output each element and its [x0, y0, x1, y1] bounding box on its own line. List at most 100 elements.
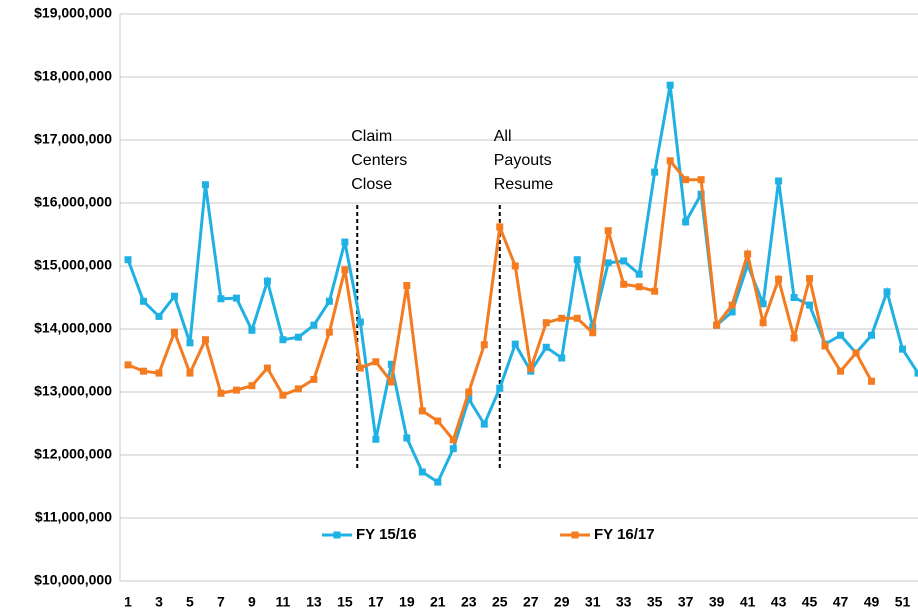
y-tick-label: $16,000,000: [34, 194, 112, 210]
marker: [914, 369, 918, 377]
marker: [868, 331, 876, 339]
marker: [418, 468, 426, 476]
marker: [294, 385, 302, 393]
marker: [387, 360, 395, 368]
annotation: Payouts: [494, 152, 552, 169]
y-tick-label: $13,000,000: [34, 383, 112, 399]
x-tick-label: 49: [864, 594, 880, 610]
marker: [558, 314, 566, 322]
legend-marker: [333, 531, 341, 539]
x-tick-label: 31: [585, 594, 601, 610]
marker: [511, 340, 519, 348]
x-tick-label: 19: [399, 594, 415, 610]
marker: [759, 319, 767, 327]
marker: [170, 328, 178, 336]
y-tick-label: $15,000,000: [34, 257, 112, 273]
x-tick-label: 15: [337, 594, 353, 610]
marker: [759, 300, 767, 308]
marker: [325, 297, 333, 305]
marker: [387, 378, 395, 386]
annotation: Close: [351, 176, 392, 193]
y-tick-label: $19,000,000: [34, 5, 112, 21]
y-tick-label: $18,000,000: [34, 68, 112, 84]
x-tick-label: 9: [248, 594, 256, 610]
x-tick-label: 27: [523, 594, 539, 610]
marker: [310, 321, 318, 329]
marker: [589, 329, 597, 337]
marker: [248, 382, 256, 390]
marker: [697, 176, 705, 184]
series-line: [126, 84, 918, 485]
marker: [217, 389, 225, 397]
marker: [744, 261, 752, 269]
marker: [558, 354, 566, 362]
marker: [635, 270, 643, 278]
x-tick-label: 41: [740, 594, 756, 610]
marker: [806, 301, 814, 309]
marker: [263, 364, 271, 372]
marker: [356, 318, 364, 326]
marker: [356, 364, 364, 372]
marker: [511, 262, 519, 270]
annotation: Resume: [494, 176, 554, 193]
marker: [170, 292, 178, 300]
marker: [883, 288, 891, 296]
marker: [248, 326, 256, 334]
marker: [542, 343, 550, 351]
y-tick-label: $10,000,000: [34, 572, 112, 588]
marker: [806, 275, 814, 283]
marker: [434, 417, 442, 425]
marker: [837, 331, 845, 339]
marker: [682, 218, 690, 226]
marker: [201, 181, 209, 189]
marker: [496, 223, 504, 231]
x-tick-label: 35: [647, 594, 663, 610]
marker: [542, 319, 550, 327]
marker: [124, 256, 132, 264]
x-tick-label: 3: [155, 594, 163, 610]
x-tick-label: 25: [492, 594, 508, 610]
legend-label: FY 15/16: [356, 526, 417, 543]
marker: [620, 257, 628, 265]
marker: [496, 384, 504, 392]
x-tick-label: 21: [430, 594, 446, 610]
marker: [775, 275, 783, 283]
marker: [155, 312, 163, 320]
marker: [899, 345, 907, 353]
marker: [139, 297, 147, 305]
x-tick-label: 43: [771, 594, 787, 610]
marker: [279, 336, 287, 344]
marker: [372, 435, 380, 443]
marker: [310, 375, 318, 383]
marker: [682, 176, 690, 184]
x-tick-label: 45: [802, 594, 818, 610]
marker: [604, 259, 612, 267]
x-tick-label: 29: [554, 594, 570, 610]
y-tick-label: $11,000,000: [35, 509, 112, 525]
x-tick-label: 5: [186, 594, 194, 610]
marker: [666, 81, 674, 89]
marker: [294, 333, 302, 341]
marker: [728, 301, 736, 309]
marker: [418, 407, 426, 415]
marker: [837, 367, 845, 375]
marker: [186, 339, 194, 347]
marker: [434, 478, 442, 486]
y-tick-label: $17,000,000: [34, 131, 112, 147]
marker: [666, 157, 674, 165]
x-tick-label: 33: [616, 594, 632, 610]
marker: [341, 238, 349, 246]
marker: [573, 256, 581, 264]
annotation: Centers: [351, 152, 407, 169]
annotation: All: [494, 128, 512, 145]
marker: [217, 295, 225, 303]
x-tick-label: 47: [833, 594, 849, 610]
marker: [480, 420, 488, 428]
marker: [403, 434, 411, 442]
marker: [372, 358, 380, 366]
x-tick-label: 39: [709, 594, 725, 610]
marker: [651, 168, 659, 176]
marker: [790, 294, 798, 301]
marker: [480, 341, 488, 349]
